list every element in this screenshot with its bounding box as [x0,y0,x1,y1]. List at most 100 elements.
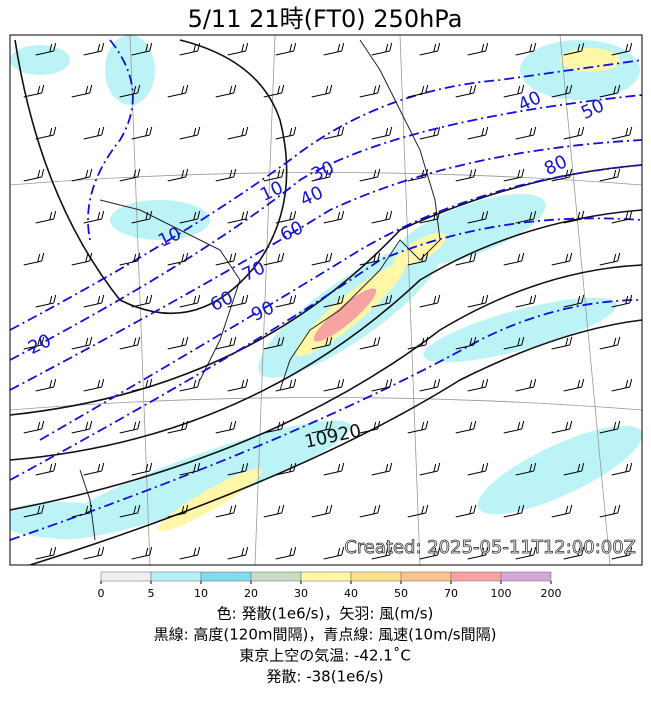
wind-barb [455,504,477,518]
wind-barb [179,294,201,308]
colorbar-tick-label: 5 [148,587,155,600]
colorbar: 0 5 10 20 30 40 50 70 100 200 [98,571,562,600]
wind-barb [35,546,57,560]
colorbar-tick-label: 20 [244,587,258,600]
wind-barb [23,336,45,350]
wind-speed-contours [10,39,642,541]
wind-barb [23,84,45,98]
wind-barb [275,462,297,476]
wind-barb [467,210,489,224]
wind-barb [503,504,525,518]
wind-barb [407,252,429,266]
wind-barb [83,546,105,560]
wind-barb [215,336,237,350]
wind-barb [371,546,393,560]
wind-barb [275,378,297,392]
wind-barb [215,168,237,182]
wind-barb [563,294,585,308]
map-frame [9,34,643,566]
wind-barb [371,462,393,476]
wind-barb [275,42,297,56]
wind-barb [215,420,237,434]
wind-barb [503,168,525,182]
wind-barb [467,546,489,560]
wind-barb [467,462,489,476]
wind-barb [71,84,93,98]
wind-barb [419,126,441,140]
wind-barb [83,462,105,476]
wind-barb [599,84,621,98]
wind-barb [323,126,345,140]
wind-barb [599,420,621,434]
wind-barb [131,210,153,224]
wind-barb [35,42,57,56]
wind-barb [263,504,285,518]
wind-barb [263,336,285,350]
wind-barb [611,546,633,560]
wind-barb [551,252,573,266]
wind-barb [563,378,585,392]
map-title: 5/11 21時(FT0) 250hPa [188,5,463,33]
wind-barb [71,168,93,182]
wind-barb [407,168,429,182]
wind-barb [419,294,441,308]
wind-barb [227,378,249,392]
wind-barb [371,210,393,224]
colorbar-segment [450,571,502,582]
caption: 色: 発散(1e6/s)，矢羽: 風(m/s) 黒線: 高度(120m間隔)，青点… [154,605,497,686]
wind-barb [551,84,573,98]
wind-barb [599,168,621,182]
wind-barb [515,378,537,392]
wind-barb [515,126,537,140]
wind-barb [323,42,345,56]
wind-barb [407,420,429,434]
wind-barb [119,420,141,434]
wind-barb [263,84,285,98]
wind-barb [407,504,429,518]
wind-barb [179,462,201,476]
wind-barb [119,168,141,182]
wind-barb [359,420,381,434]
wind-barb [23,420,45,434]
caption-line: 東京上空の気温: -42.1˚C [239,647,411,665]
wind-barb [227,126,249,140]
colorbar-segment [400,571,452,582]
wind-barb [419,210,441,224]
wind-barb [467,126,489,140]
wind-barb [407,336,429,350]
wind-barb [275,294,297,308]
colorbar-tick-label: 50 [394,587,408,600]
wind-barb [515,462,537,476]
wind-barb [419,462,441,476]
wind-barb [455,252,477,266]
wind-barb [455,336,477,350]
wind-barb [179,546,201,560]
colorbar-tick-label: 0 [98,587,105,600]
wind-barb [551,504,573,518]
height-contours [10,39,642,565]
wind-barb [263,420,285,434]
caption-line: 黒線: 高度(120m間隔)，青点線: 風速(10m/s間隔) [154,626,497,644]
colorbar-segment [350,571,402,582]
wind-barb [551,168,573,182]
wind-barb [215,252,237,266]
wind-barb [611,42,633,56]
colorbar-segment [250,571,302,582]
wind-barb [407,84,429,98]
wind-barb [83,126,105,140]
wind-barb [71,504,93,518]
wind-barb [371,378,393,392]
wind-barb [611,378,633,392]
caption-line: 色: 発散(1e6/s)，矢羽: 風(m/s) [217,605,434,623]
wind-barb [263,168,285,182]
wind-barb [311,504,333,518]
wind-barb [215,84,237,98]
wind-barb [419,378,441,392]
wind-barb [323,378,345,392]
wind-barb [551,336,573,350]
wind-barb [83,210,105,224]
coastline [79,39,441,541]
colorbar-segment [500,571,552,582]
wind-barb [371,294,393,308]
wind-barb [611,126,633,140]
